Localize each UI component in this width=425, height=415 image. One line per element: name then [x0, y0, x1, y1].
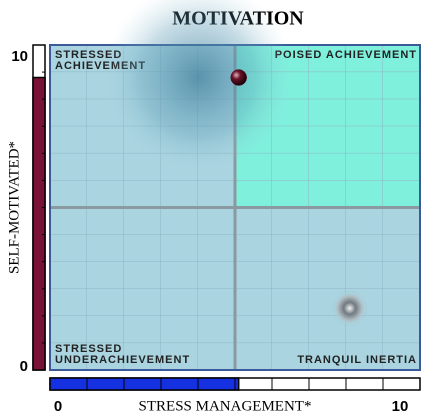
- glow: [103, 0, 294, 173]
- quadrant-label: POISED ACHIEVEMENT: [275, 49, 417, 61]
- x-bar: [49, 377, 240, 391]
- x-axis-label: STRESS MANAGEMENT*: [139, 398, 312, 414]
- y-axis-label: SELF-MOTIVATED*: [6, 141, 22, 274]
- point: [230, 69, 247, 86]
- y-tick-label: 10: [11, 48, 28, 65]
- quadrant-label: STRESSED: [55, 343, 122, 355]
- point: [332, 291, 367, 326]
- y-bar: [32, 76, 46, 371]
- y-tick-label: 0: [20, 358, 28, 375]
- x-tick-label: 0: [54, 398, 62, 415]
- x-tick-label: 10: [392, 398, 409, 415]
- quadrant-label: TRANQUIL INERTIA: [297, 354, 417, 366]
- quadrant-label: STRESSED: [55, 49, 122, 61]
- quadrant-label: UNDERACHIEVEMENT: [55, 354, 190, 366]
